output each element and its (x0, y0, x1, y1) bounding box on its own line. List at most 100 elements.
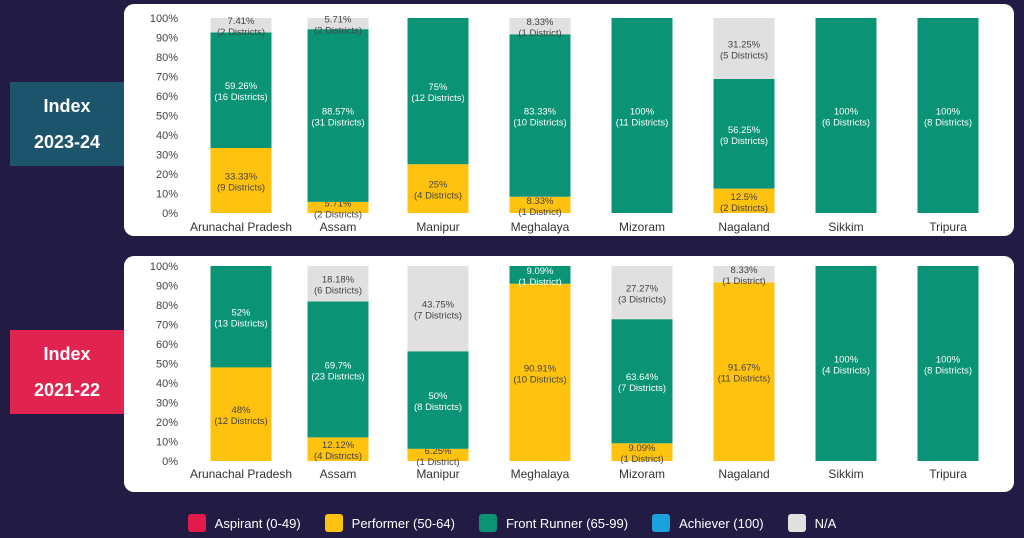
category-label: Mizoram (619, 467, 665, 481)
data-label-value: 7.41% (228, 16, 255, 27)
category-label: Assam (320, 220, 357, 234)
y-tick-label: 100% (150, 13, 178, 25)
bar-segment-front-runner (509, 34, 571, 197)
bar-segment-front-runner (307, 29, 369, 202)
bar-segment-na (713, 18, 775, 79)
bar-segment-performer (713, 282, 775, 461)
chart-panel-2021-22: 0% 10% 20% 30% 40% 50% 60% 70% 80% 90% 100% 48% (12 … (124, 256, 1014, 492)
y-tick-label: 60% (156, 91, 178, 103)
y-tick-label: 80% (156, 300, 178, 312)
y-tick-label: 10% (156, 437, 178, 449)
data-label-value: 75% (428, 82, 448, 93)
index-year: 2023-24 (33, 132, 101, 152)
bar-segment-front-runner (815, 18, 877, 213)
index-2023-24-label: Index 2023-24 (10, 82, 124, 166)
bar-segment-front-runner (611, 18, 673, 213)
data-label-districts: (9 Districts) (217, 183, 265, 194)
bar-segment-performer (407, 164, 469, 213)
data-label-districts: (8 Districts) (414, 402, 462, 413)
bar-segment-performer (713, 188, 775, 213)
legend: Aspirant (0-49) Performer (50-64) Front … (0, 512, 1024, 534)
y-tick-label: 10% (156, 189, 178, 201)
legend-swatch (324, 514, 343, 532)
data-label-value: 43.75% (422, 300, 455, 311)
data-label-value: 91.67% (728, 363, 761, 374)
y-tick-label: 40% (156, 130, 178, 142)
y-tick-label: 20% (156, 417, 178, 429)
data-label-districts: (12 Districts) (214, 416, 267, 427)
data-label-value: 63.64% (626, 372, 659, 383)
bar-segment-front-runner (713, 78, 775, 189)
data-label-districts: (1 District) (518, 207, 561, 218)
legend-swatch (187, 514, 206, 532)
data-label-value: 5.71% (325, 15, 352, 26)
legend-swatch (652, 514, 671, 532)
data-label-value: 6.25% (425, 446, 452, 457)
data-label-districts: (16 Districts) (214, 92, 267, 103)
data-label-value: 90.91% (524, 363, 557, 374)
data-label-value: 69.7% (325, 360, 352, 371)
y-tick-label: 40% (156, 378, 178, 390)
category-label: Mizoram (619, 220, 665, 234)
data-label-value: 18.18% (322, 275, 355, 286)
legend-item-na: N/A (787, 514, 836, 532)
data-label-districts: (9 Districts) (720, 136, 768, 147)
data-label-districts: (1 District) (620, 454, 663, 465)
chart-2021-22: 0% 10% 20% 30% 40% 50% 60% 70% 80% 90% 100% 48%(12 … (150, 261, 979, 481)
category-label: Tripura (929, 467, 967, 481)
data-label-districts: (10 Districts) (513, 118, 566, 129)
category-label: Sikkim (828, 220, 863, 234)
y-tick-label: 30% (156, 150, 178, 162)
chart-2023-24: 0%10%20%30%40%50%60%70%80%90%100%33.33%(… (150, 13, 979, 234)
data-label-value: 50% (428, 391, 448, 402)
data-label-value: 52% (231, 308, 251, 319)
data-label-value: 9.09% (629, 443, 656, 454)
legend-item-achiever: Achiever (100) (652, 514, 764, 532)
data-label-value: 100% (936, 355, 961, 366)
bar-segment-na (210, 18, 272, 33)
data-label-value: 5.71% (325, 198, 352, 209)
data-label-districts: (8 Districts) (924, 118, 972, 129)
data-label-districts: (2 Districts) (314, 209, 362, 220)
bar-segment-na (713, 266, 775, 283)
data-label-districts: (5 Districts) (720, 50, 768, 61)
legend-label: Performer (50-64) (351, 515, 455, 531)
data-label-value: 56.25% (728, 125, 761, 136)
data-label-districts: (4 Districts) (314, 451, 362, 462)
data-label-districts: (2 Districts) (217, 27, 265, 38)
data-label-value: 25% (428, 180, 448, 191)
y-tick-label: 0% (162, 208, 178, 220)
data-label-value: 100% (834, 355, 859, 366)
bar-segment-front-runner (407, 18, 469, 165)
index-2021-22-label: Index 2021-22 (10, 330, 124, 414)
data-label-districts: (1 District) (416, 457, 459, 468)
data-label-districts: (10 Districts) (513, 374, 566, 385)
y-tick-label: 30% (156, 398, 178, 410)
bar-segment-performer (407, 448, 469, 461)
y-tick-label: 60% (156, 339, 178, 351)
bar-segment-performer (509, 196, 571, 213)
y-tick-label: 100% (150, 261, 178, 273)
data-label-districts: (6 Districts) (822, 118, 870, 129)
bar-segment-performer (509, 283, 571, 461)
y-tick-label: 50% (156, 359, 178, 371)
bar-segment-front-runner (307, 301, 369, 438)
bar-segment-performer (210, 367, 272, 461)
category-label: Arunachal Pradesh (190, 467, 292, 481)
data-label-districts: (2 Districts) (720, 203, 768, 214)
category-label: Assam (320, 467, 357, 481)
legend-label: Aspirant (0-49) (214, 515, 301, 531)
legend-item-performer: Performer (50-64) (324, 514, 455, 532)
legend-swatch (787, 514, 806, 532)
y-tick-label: 0% (162, 456, 178, 468)
category-label: Sikkim (828, 467, 863, 481)
data-label-districts: (12 Districts) (411, 93, 464, 104)
bar-segment-front-runner (917, 18, 979, 213)
bar-segment-performer (307, 201, 369, 213)
y-tick-label: 80% (156, 52, 178, 64)
category-label: Manipur (416, 220, 459, 234)
bar-segment-front-runner (407, 351, 469, 449)
data-label-value: 100% (936, 107, 961, 118)
data-label-value: 88.57% (322, 107, 355, 118)
data-label-districts: (4 Districts) (414, 191, 462, 202)
